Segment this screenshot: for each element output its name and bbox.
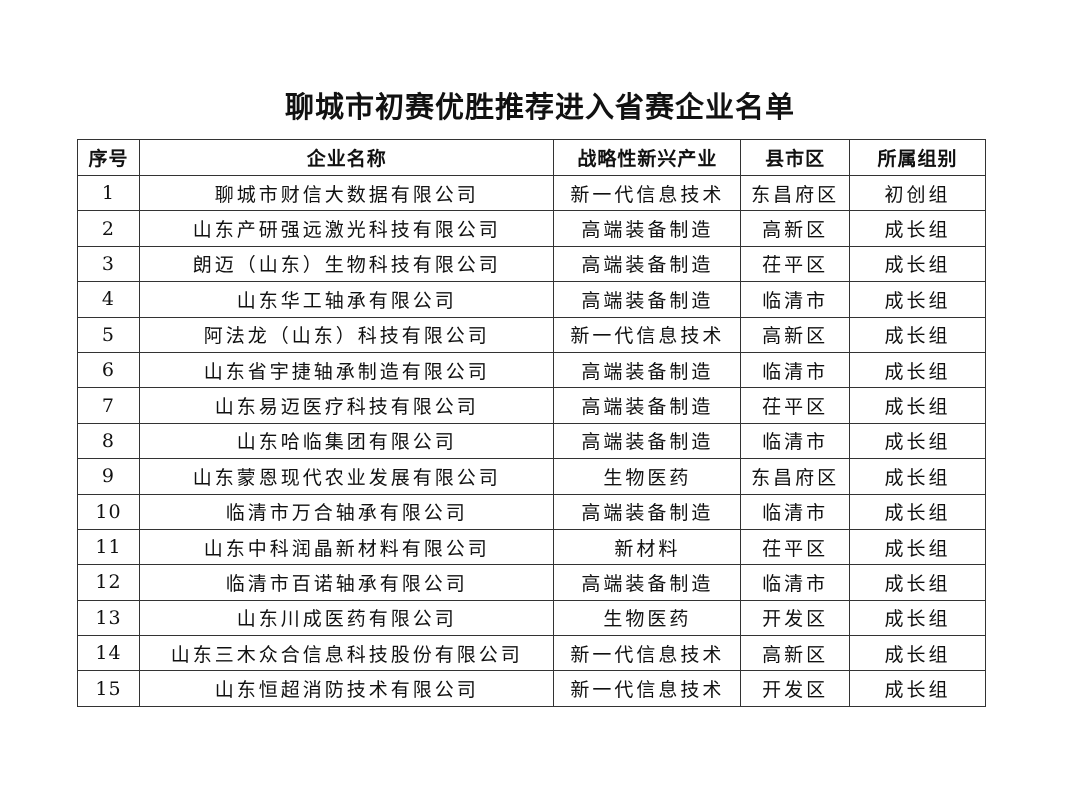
cell-group: 成长组: [849, 387, 986, 424]
cell-group: 成长组: [849, 635, 986, 672]
cell-industry: 高端装备制造: [553, 493, 742, 530]
cell-company-name: 山东华工轴承有限公司: [138, 281, 555, 318]
cell-index: 2: [77, 210, 140, 247]
cell-index: 8: [77, 422, 140, 460]
table-row: 12 临清市百诺轴承有限公司 高端装备制造 临清市 成长组: [77, 564, 986, 601]
cell-district: 高新区: [740, 210, 851, 247]
cell-district: 茌平区: [740, 528, 851, 566]
cell-index: 6: [77, 351, 140, 389]
cell-group: 成长组: [849, 281, 986, 318]
document-title: 聊城市初赛优胜推荐进入省赛企业名单: [284, 90, 795, 124]
table-row: 6 山东省宇捷轴承制造有限公司 高端装备制造 临清市 成长组: [77, 351, 986, 389]
table-row: 14 山东三木众合信息科技股份有限公司 新一代信息技术 高新区 成长组: [77, 635, 986, 672]
cell-company-name: 山东中科润晶新材料有限公司: [138, 528, 555, 566]
table-row: 9 山东蒙恩现代农业发展有限公司 生物医药 东昌府区 成长组: [77, 458, 986, 495]
cell-company-name: 山东省宇捷轴承制造有限公司: [138, 351, 555, 389]
table-header-row: 序号 企业名称 战略性新兴产业 县市区 所属组别: [77, 139, 986, 176]
cell-index: 12: [77, 564, 140, 601]
cell-group: 成长组: [849, 422, 986, 460]
cell-district: 高新区: [740, 316, 851, 353]
cell-group: 成长组: [849, 210, 986, 247]
header-district: 县市区: [740, 139, 851, 176]
cell-industry: 高端装备制造: [553, 281, 742, 318]
cell-index: 4: [77, 281, 140, 318]
table-row: 2 山东产研强远激光科技有限公司 高端装备制造 高新区 成长组: [77, 210, 986, 247]
cell-company-name: 临清市百诺轴承有限公司: [138, 564, 555, 601]
cell-company-name: 山东哈临集团有限公司: [138, 422, 555, 460]
cell-district: 临清市: [740, 281, 851, 318]
header-index: 序号: [77, 139, 140, 176]
cell-district: 高新区: [740, 635, 851, 672]
header-industry: 战略性新兴产业: [553, 139, 742, 176]
cell-index: 1: [77, 174, 140, 212]
table-row: 5 阿法龙（山东）科技有限公司 新一代信息技术 高新区 成长组: [77, 316, 986, 353]
cell-industry: 高端装备制造: [553, 351, 742, 389]
cell-group: 成长组: [849, 670, 986, 707]
cell-industry: 高端装备制造: [553, 245, 742, 283]
table-row: 1 聊城市财信大数据有限公司 新一代信息技术 东昌府区 初创组: [77, 174, 986, 212]
header-company-name: 企业名称: [138, 139, 555, 176]
cell-district: 开发区: [740, 670, 851, 707]
cell-index: 11: [77, 528, 140, 566]
cell-group: 成长组: [849, 493, 986, 530]
cell-district: 临清市: [740, 422, 851, 460]
cell-industry: 高端装备制造: [553, 210, 742, 247]
cell-company-name: 临清市万合轴承有限公司: [138, 493, 555, 530]
cell-group: 成长组: [849, 564, 986, 601]
cell-industry: 新一代信息技术: [553, 670, 742, 707]
cell-industry: 高端装备制造: [553, 422, 742, 460]
cell-group: 成长组: [849, 458, 986, 495]
header-group: 所属组别: [849, 139, 986, 176]
cell-district: 茌平区: [740, 387, 851, 424]
cell-company-name: 山东蒙恩现代农业发展有限公司: [138, 458, 555, 495]
cell-industry: 高端装备制造: [553, 564, 742, 601]
table-row: 8 山东哈临集团有限公司 高端装备制造 临清市 成长组: [77, 422, 986, 460]
cell-index: 3: [77, 245, 140, 283]
cell-industry: 生物医药: [553, 458, 742, 495]
cell-district: 临清市: [740, 351, 851, 389]
cell-industry: 新一代信息技术: [553, 316, 742, 353]
table-row: 13 山东川成医药有限公司 生物医药 开发区 成长组: [77, 599, 986, 637]
cell-company-name: 山东恒超消防技术有限公司: [138, 670, 555, 707]
cell-industry: 新一代信息技术: [553, 174, 742, 212]
cell-company-name: 朗迈（山东）生物科技有限公司: [138, 245, 555, 283]
table-row: 4 山东华工轴承有限公司 高端装备制造 临清市 成长组: [77, 281, 986, 318]
cell-index: 14: [77, 635, 140, 672]
cell-district: 开发区: [740, 599, 851, 637]
cell-index: 7: [77, 387, 140, 424]
cell-company-name: 山东川成医药有限公司: [138, 599, 555, 637]
cell-group: 成长组: [849, 599, 986, 637]
cell-industry: 生物医药: [553, 599, 742, 637]
cell-district: 临清市: [740, 564, 851, 601]
cell-group: 成长组: [849, 316, 986, 353]
cell-industry: 新材料: [553, 528, 742, 566]
cell-company-name: 聊城市财信大数据有限公司: [138, 174, 555, 212]
cell-company-name: 山东产研强远激光科技有限公司: [138, 210, 555, 247]
table-row: 15 山东恒超消防技术有限公司 新一代信息技术 开发区 成长组: [77, 670, 986, 707]
table-row: 7 山东易迈医疗科技有限公司 高端装备制造 茌平区 成长组: [77, 387, 986, 424]
cell-company-name: 山东易迈医疗科技有限公司: [138, 387, 555, 424]
cell-company-name: 山东三木众合信息科技股份有限公司: [138, 635, 555, 672]
cell-index: 9: [77, 458, 140, 495]
cell-group: 成长组: [849, 245, 986, 283]
company-list-table: 序号 企业名称 战略性新兴产业 县市区 所属组别 1 聊城市财信大数据有限公司 新一…: [77, 139, 986, 707]
cell-group: 初创组: [849, 174, 986, 212]
cell-index: 10: [77, 493, 140, 530]
cell-industry: 高端装备制造: [553, 387, 742, 424]
cell-group: 成长组: [849, 351, 986, 389]
cell-group: 成长组: [849, 528, 986, 566]
cell-district: 东昌府区: [740, 174, 851, 212]
table-row: 11 山东中科润晶新材料有限公司 新材料 茌平区 成长组: [77, 528, 986, 566]
cell-company-name: 阿法龙（山东）科技有限公司: [138, 316, 555, 353]
table-row: 10 临清市万合轴承有限公司 高端装备制造 临清市 成长组: [77, 493, 986, 530]
cell-index: 13: [77, 599, 140, 637]
cell-district: 茌平区: [740, 245, 851, 283]
cell-district: 东昌府区: [740, 458, 851, 495]
cell-index: 15: [77, 670, 140, 707]
cell-index: 5: [77, 316, 140, 353]
cell-district: 临清市: [740, 493, 851, 530]
table-row: 3 朗迈（山东）生物科技有限公司 高端装备制造 茌平区 成长组: [77, 245, 986, 283]
cell-industry: 新一代信息技术: [553, 635, 742, 672]
